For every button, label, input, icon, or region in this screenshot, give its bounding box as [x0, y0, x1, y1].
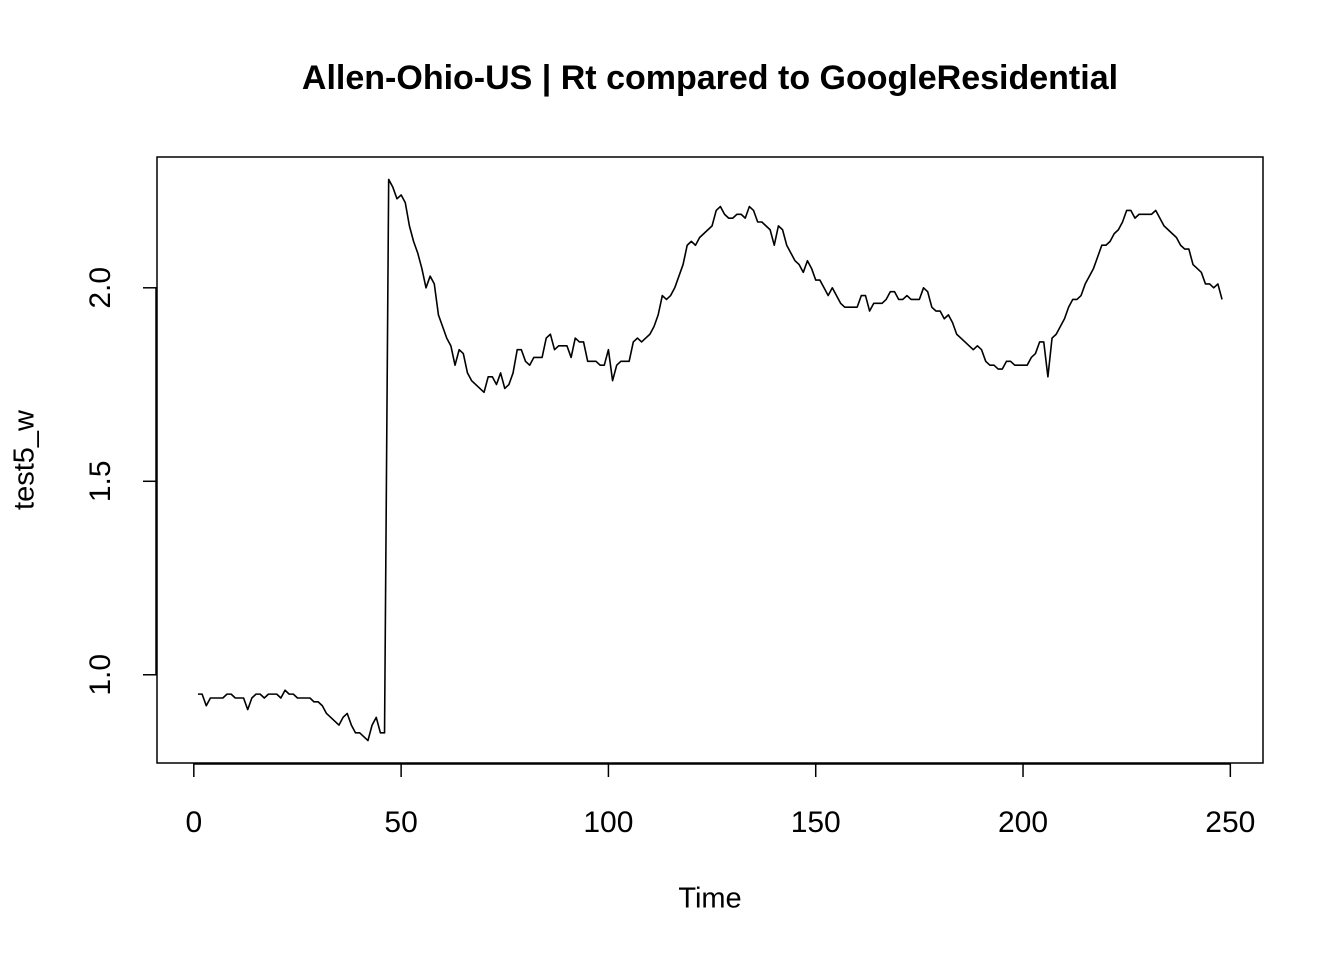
plot-box: [156, 156, 1264, 764]
x-tick-label: 200: [998, 806, 1048, 839]
x-tick-label: 250: [1205, 806, 1255, 839]
x-tick-label: 50: [384, 806, 417, 839]
y-tick-label: 2.0: [84, 267, 117, 309]
y-axis-label: test5_w: [9, 409, 41, 510]
x-tick-label: 100: [583, 806, 633, 839]
x-tick-label: 0: [185, 806, 202, 839]
y-tick-label: 1.0: [84, 654, 117, 696]
x-axis-label: Time: [678, 883, 741, 915]
x-tick-label: 150: [791, 806, 841, 839]
series-line: [197, 178, 1223, 742]
y-tick-label: 1.5: [84, 460, 117, 502]
chart-title: Allen-Ohio-US | Rt compared to GoogleRes…: [302, 59, 1118, 97]
